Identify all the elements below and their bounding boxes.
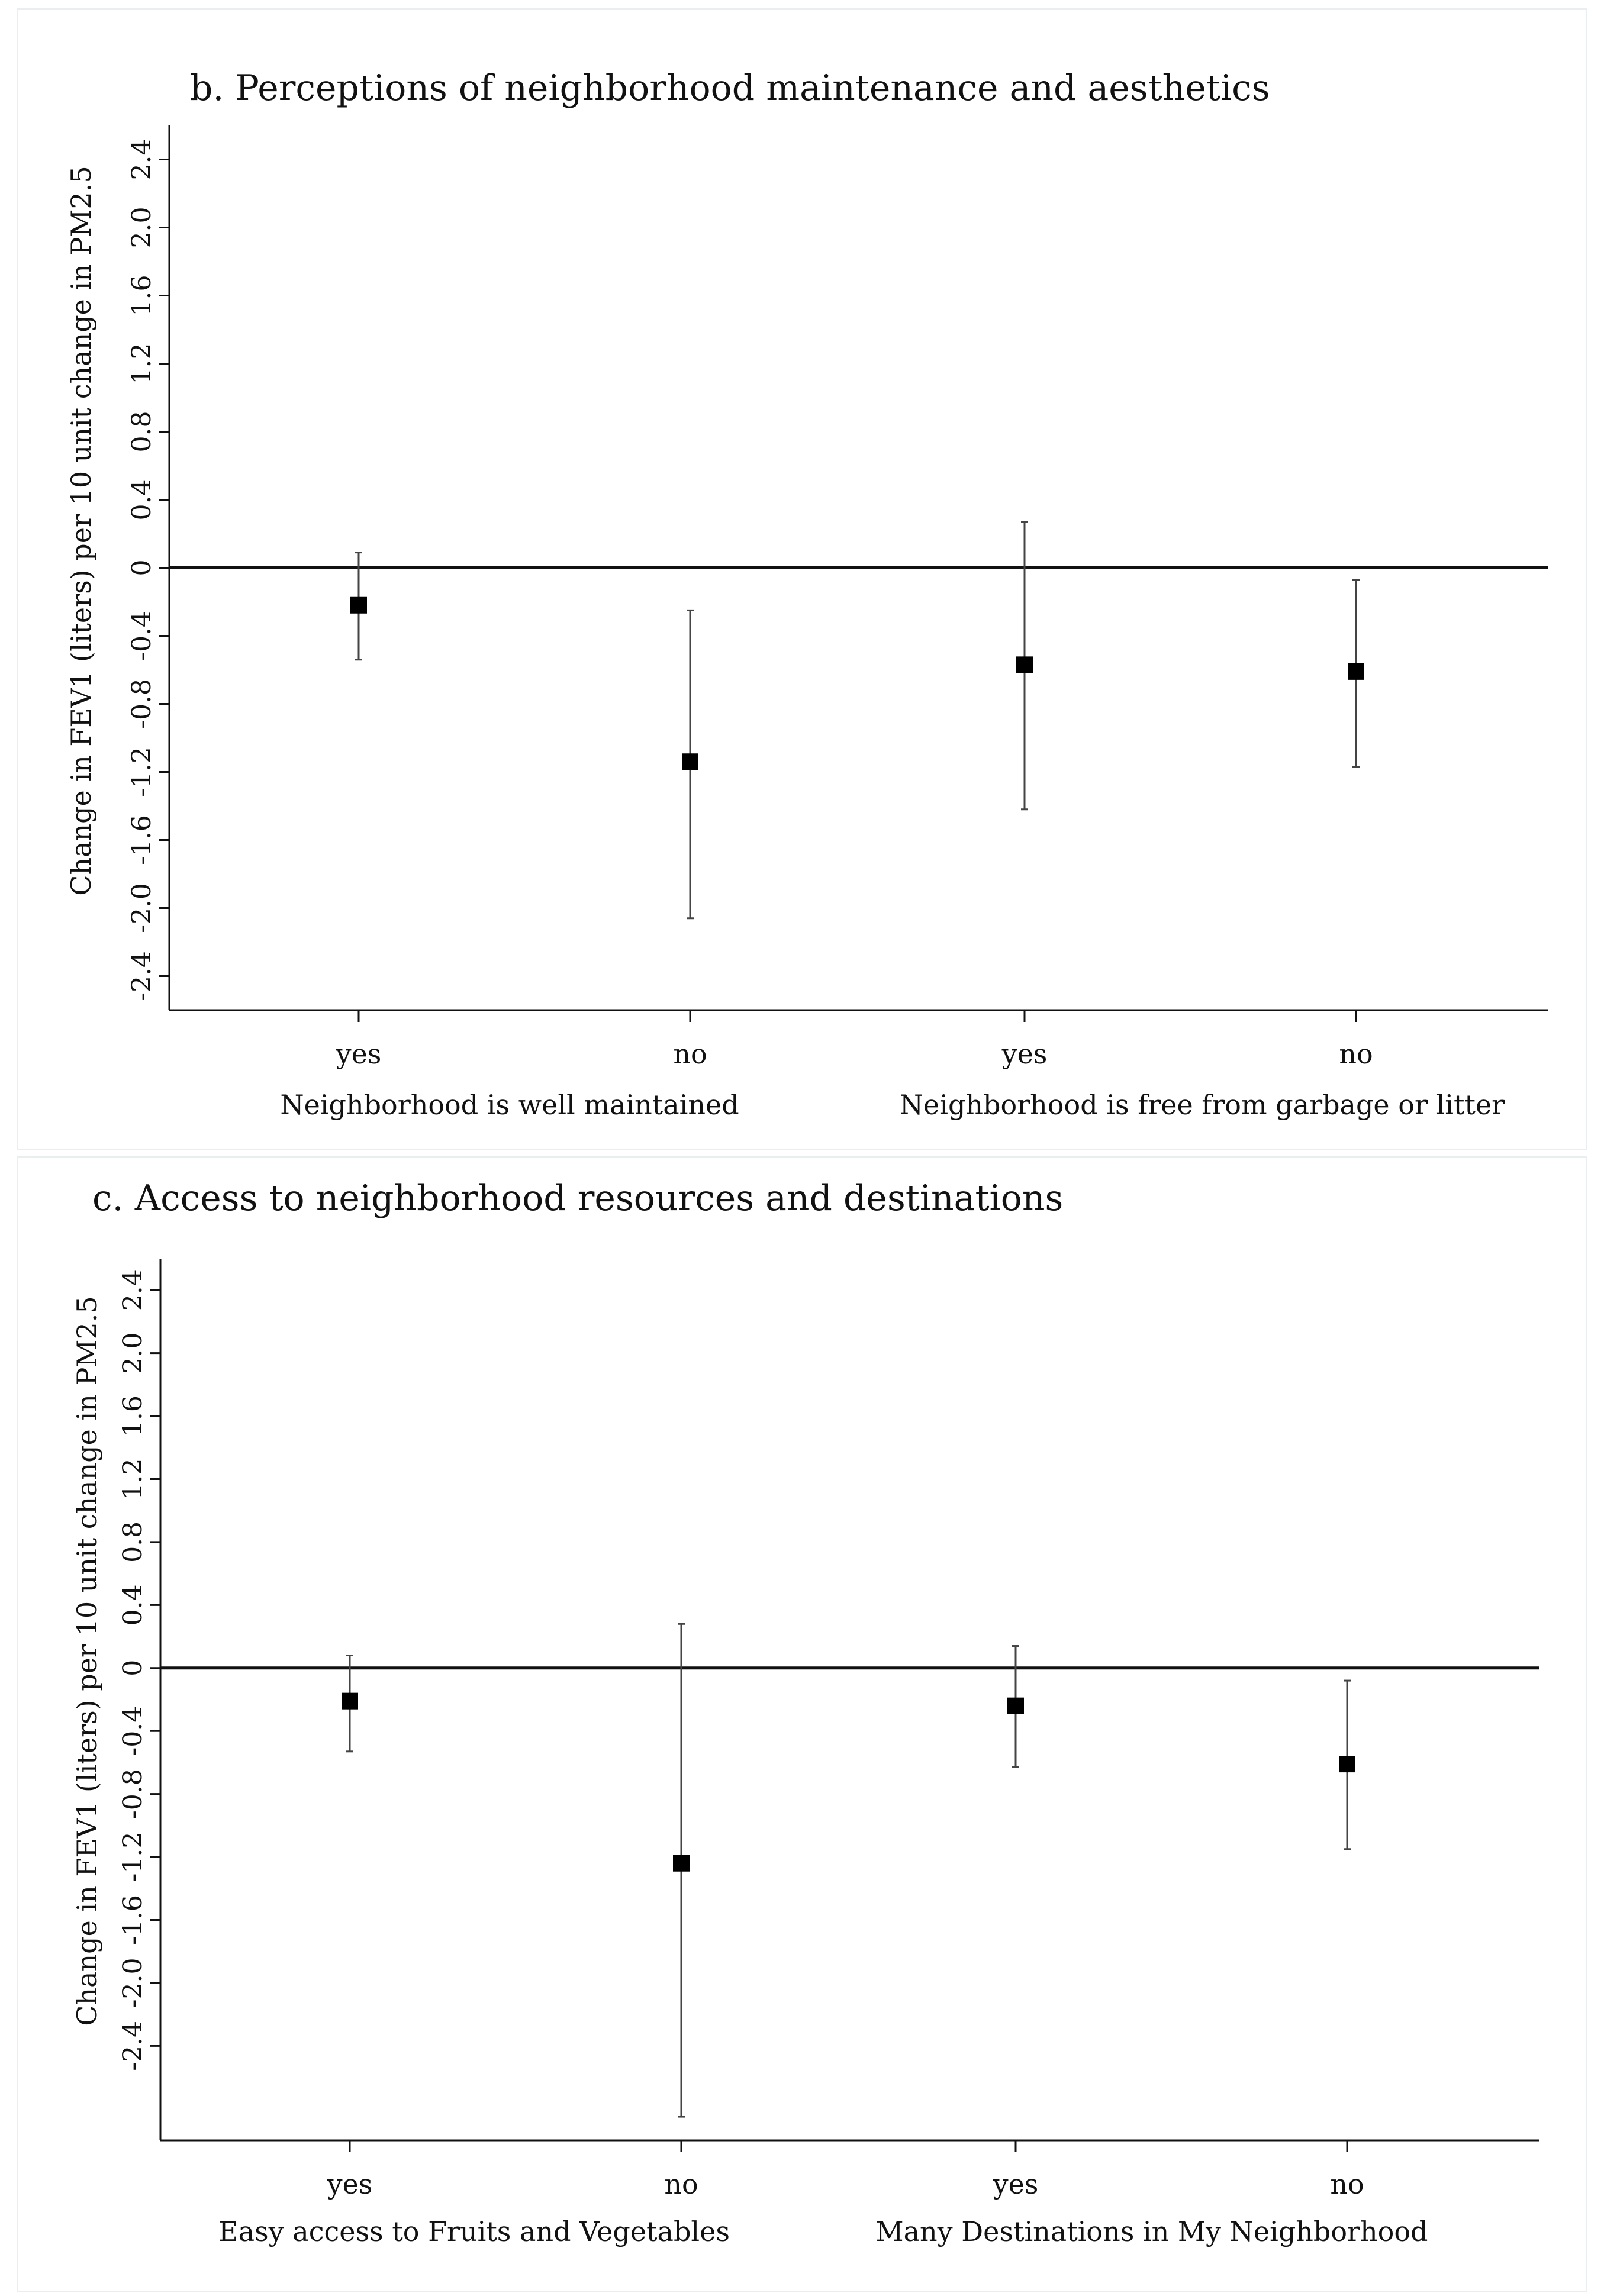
y-axis-label-b: Change in FEV1 (liters) per 10 unit chan… — [65, 166, 97, 895]
point-estimate-marker-c — [1339, 1756, 1355, 1773]
y-tick-label-c: -0.4 — [118, 1706, 148, 1756]
y-tick-label-b: -2.4 — [127, 951, 157, 1001]
y-tick-label-b: -0.8 — [127, 679, 157, 729]
point-estimate-marker-c — [342, 1692, 358, 1710]
group-label-c: Many Destinations in My Neighborhood — [876, 2216, 1428, 2247]
y-tick-label-c: -1.2 — [118, 1832, 148, 1882]
y-tick-label-b: 1.2 — [127, 343, 157, 385]
point-estimate-marker-c — [1007, 1697, 1024, 1714]
y-tick-label-c: -2.4 — [118, 2021, 148, 2071]
y-tick-label-b: -2.0 — [127, 883, 157, 933]
x-tick-label-c: yes — [327, 2168, 373, 2200]
y-tick-label-b: -0.4 — [127, 611, 157, 661]
chart-title-c: c. Access to neighborhood resources and … — [92, 1178, 1063, 1219]
x-tick-label-c: yes — [993, 2168, 1039, 2200]
group-label-b: Neighborhood is well maintained — [280, 1089, 739, 1121]
y-tick-label-c: 0 — [118, 1660, 148, 1676]
panel-b: b. Perceptions of neighborhood maintenan… — [17, 8, 1587, 1150]
point-estimate-marker-b — [350, 596, 367, 614]
y-tick-label-c: -2.0 — [118, 1958, 148, 2008]
group-label-b: Neighborhood is free from garbage or lit… — [900, 1089, 1505, 1121]
y-tick-label-b: 0.8 — [127, 411, 157, 453]
point-estimate-marker-b — [1016, 656, 1033, 673]
y-tick-label-b: -1.6 — [127, 815, 157, 865]
point-estimate-marker-c — [673, 1855, 690, 1872]
x-tick-label-c: no — [1330, 2168, 1364, 2200]
chart-c: c. Access to neighborhood resources and … — [71, 1178, 1539, 2247]
y-tick-label-c: -0.8 — [118, 1769, 148, 1819]
x-tick-label-b: yes — [336, 1038, 382, 1070]
y-tick-label-c: 2.0 — [118, 1333, 148, 1374]
panel-c: c. Access to neighborhood resources and … — [17, 1156, 1587, 2292]
y-tick-label-b: 0.4 — [127, 479, 157, 521]
y-tick-label-c: 0.4 — [118, 1584, 148, 1626]
y-axis-label-c: Change in FEV1 (liters) per 10 unit chan… — [71, 1296, 103, 2026]
y-tick-label-b: 1.6 — [127, 275, 157, 317]
x-tick-label-b: no — [673, 1038, 707, 1070]
y-tick-label-c: 1.6 — [118, 1395, 148, 1437]
x-tick-label-b: no — [1339, 1038, 1373, 1070]
chart-b: b. Perceptions of neighborhood maintenan… — [65, 67, 1548, 1121]
x-tick-label-b: yes — [1001, 1038, 1048, 1070]
point-estimate-marker-b — [682, 753, 698, 770]
chart-title-b: b. Perceptions of neighborhood maintenan… — [190, 67, 1270, 109]
x-tick-label-c: no — [664, 2168, 698, 2200]
y-tick-label-c: 2.4 — [118, 1269, 148, 1311]
y-tick-label-b: 0 — [127, 560, 157, 576]
y-tick-label-c: 1.2 — [118, 1459, 148, 1500]
y-tick-label-b: -1.2 — [127, 747, 157, 797]
group-label-c: Easy access to Fruits and Vegetables — [218, 2216, 730, 2247]
y-tick-label-c: -1.6 — [118, 1895, 148, 1945]
y-tick-label-b: 2.4 — [127, 139, 157, 180]
y-tick-label-b: 2.0 — [127, 207, 157, 249]
point-estimate-marker-b — [1348, 663, 1364, 680]
y-tick-label-c: 0.8 — [118, 1521, 148, 1563]
